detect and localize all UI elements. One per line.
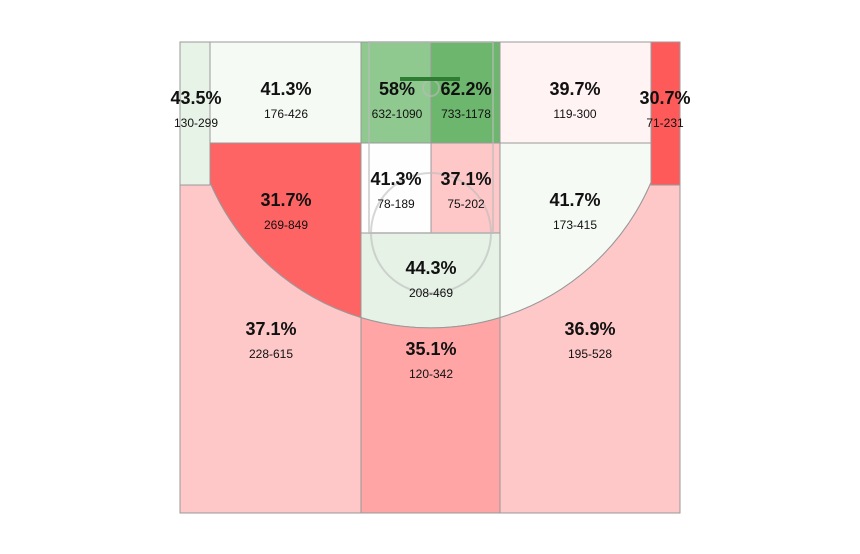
zone-percentage: 41.3%	[260, 79, 311, 99]
zone	[179, 41, 211, 186]
zone-record: 173-415	[553, 218, 597, 232]
zone-record: 120-342	[409, 367, 453, 381]
backboard	[400, 77, 460, 81]
zone-record: 632-1090	[372, 107, 423, 121]
zone-record: 130-299	[174, 116, 218, 130]
zone-percentage: 30.7%	[639, 88, 690, 108]
zone-record: 176-426	[264, 107, 308, 121]
zone-record: 208-469	[409, 286, 453, 300]
lane-lines	[368, 41, 494, 234]
zone-percentage: 37.1%	[440, 169, 491, 189]
zone-record: 195-528	[568, 347, 612, 361]
zone-record: 119-300	[553, 107, 596, 121]
zone-percentage: 35.1%	[405, 339, 456, 359]
zone-percentage: 39.7%	[549, 79, 600, 99]
zone	[360, 232, 501, 329]
court	[179, 41, 681, 514]
zone-percentage: 37.1%	[245, 319, 296, 339]
zone-percentage: 58%	[379, 79, 415, 99]
zone-record: 75-202	[447, 197, 485, 211]
zone-percentage: 36.9%	[564, 319, 615, 339]
zone	[209, 41, 362, 144]
zone-percentage: 41.3%	[370, 169, 421, 189]
zone-percentage: 62.2%	[440, 79, 491, 99]
zone-percentage: 43.5%	[170, 88, 221, 108]
zone-record: 269-849	[264, 218, 308, 232]
zone	[499, 182, 681, 514]
free-throw-circle	[370, 172, 492, 294]
labels: 43.5% 130-299 41.3% 176-426 58% 632-1090 62.2%…	[170, 79, 690, 381]
zone-percentage: 31.7%	[260, 190, 311, 210]
zone-percentage: 41.7%	[549, 190, 600, 210]
zone-percentage: 44.3%	[405, 258, 456, 278]
zone-record: 733-1178	[441, 107, 491, 121]
zone-record: 78-189	[377, 197, 415, 211]
zone	[430, 41, 501, 144]
zone	[499, 41, 652, 144]
zone-record: 228-615	[249, 347, 293, 361]
zone-record: 71-231	[646, 116, 684, 130]
zone	[650, 41, 681, 186]
